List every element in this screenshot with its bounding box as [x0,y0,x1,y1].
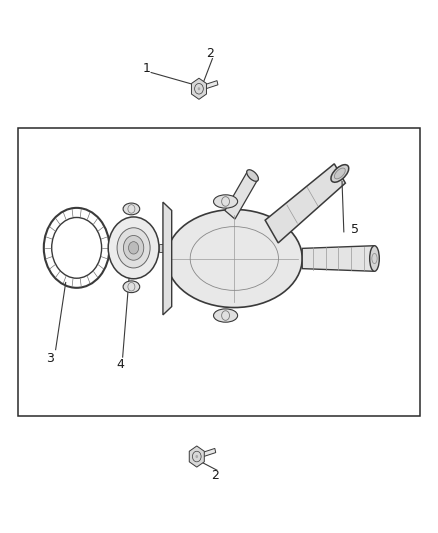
Text: 3: 3 [46,352,54,365]
Polygon shape [163,202,172,315]
Polygon shape [199,448,216,458]
Text: 4: 4 [117,358,124,371]
Ellipse shape [123,281,140,293]
Ellipse shape [123,203,140,215]
Polygon shape [225,171,258,219]
Circle shape [117,228,150,268]
Circle shape [195,455,198,458]
Text: 2: 2 [211,469,219,482]
Circle shape [128,241,139,254]
Text: 1: 1 [143,62,151,75]
Polygon shape [302,246,374,271]
Polygon shape [265,164,346,243]
Polygon shape [201,80,218,90]
Ellipse shape [247,169,258,181]
Polygon shape [159,244,170,252]
Circle shape [124,236,144,260]
Bar [18,128,420,416]
Text: 5: 5 [351,223,359,236]
Ellipse shape [331,165,349,182]
Ellipse shape [166,209,302,308]
Polygon shape [191,78,206,99]
Ellipse shape [334,168,345,179]
Text: 2: 2 [206,47,214,60]
Ellipse shape [370,246,379,271]
Circle shape [198,87,200,91]
Polygon shape [189,446,204,467]
Ellipse shape [213,195,237,208]
Circle shape [108,217,159,279]
Ellipse shape [213,309,237,322]
